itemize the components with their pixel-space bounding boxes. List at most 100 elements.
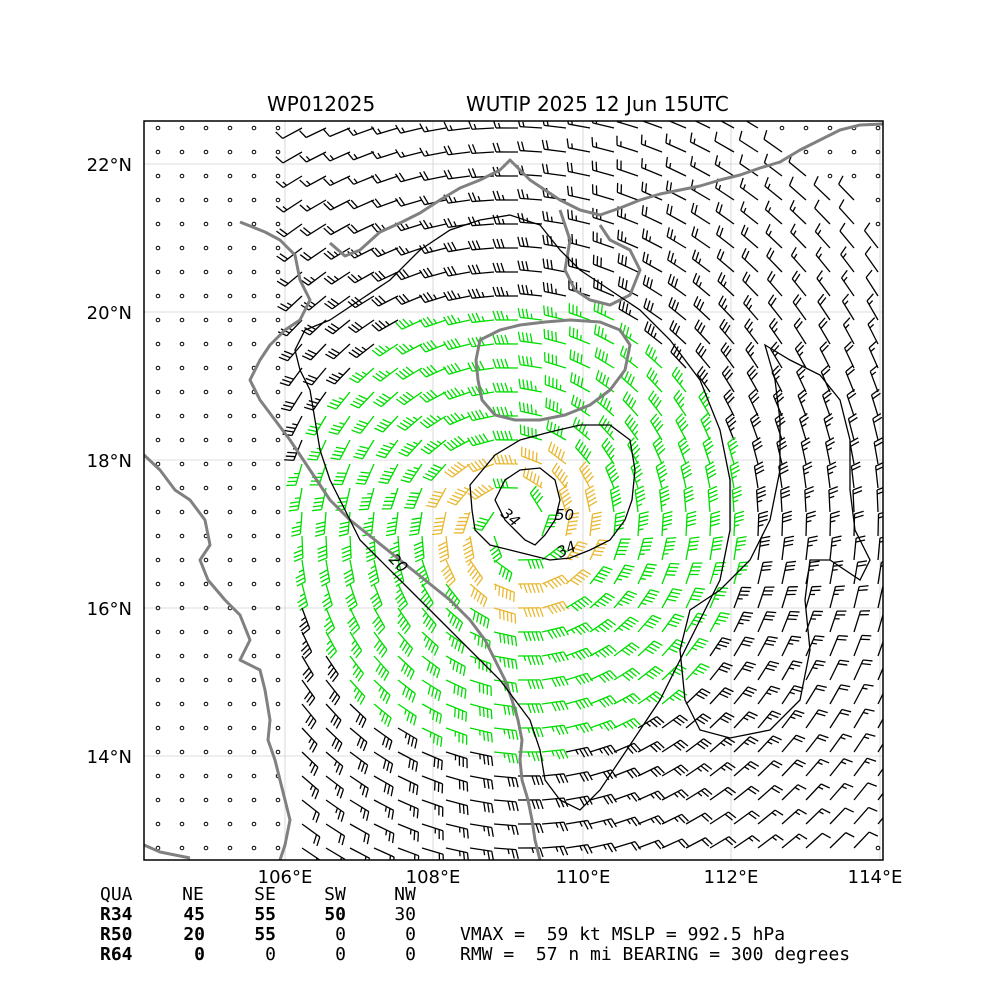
wind-barb: [792, 294, 807, 321]
wind-barb: [594, 347, 615, 369]
wind-barb: [493, 583, 515, 602]
wind-barb: [589, 511, 602, 537]
wind-barb: [677, 436, 691, 465]
wind-barb: [301, 727, 318, 753]
wind-barb: [518, 401, 543, 417]
wind-barb: [328, 415, 351, 435]
storm-name-time-title: WUTIP 2025 12 Jun 15UTC: [466, 92, 729, 116]
calm-wind-marker: [827, 125, 833, 131]
wind-barb: [805, 510, 816, 537]
wind-barb: [325, 799, 345, 822]
calm-wind-marker: [155, 221, 161, 227]
wind-barb: [661, 739, 689, 753]
wind-barb: [781, 784, 807, 801]
wind-barb: [301, 343, 327, 361]
wind-barb: [714, 155, 735, 177]
calm-wind-marker: [227, 221, 233, 227]
calm-wind-marker: [227, 245, 233, 251]
calm-wind-marker: [203, 125, 209, 131]
wind-barb: [781, 510, 792, 537]
wind-barb: [492, 262, 519, 273]
wind-barb: [598, 415, 615, 441]
wind-barb: [853, 560, 868, 585]
wind-barb: [637, 815, 666, 825]
calm-wind-marker: [155, 485, 161, 491]
wind-barb: [445, 823, 469, 839]
calm-wind-marker: [179, 365, 185, 371]
wind-barb: [349, 847, 371, 860]
wind-barb: [517, 331, 543, 345]
contour-34kt: [469, 424, 636, 561]
calm-wind-marker: [203, 317, 209, 323]
wind-barb: [419, 123, 447, 133]
wind-barb: [613, 667, 641, 682]
wind-barb: [589, 793, 618, 805]
wind-barb: [709, 687, 734, 705]
wind-barb: [325, 823, 346, 846]
wind-barb: [781, 833, 808, 849]
wind-barb: [517, 307, 543, 321]
wind-barb: [591, 184, 615, 201]
wind-barb: [685, 837, 713, 849]
wind-barb: [492, 358, 519, 369]
wind-barb: [823, 412, 834, 441]
wind-barb: [805, 734, 829, 753]
wind-barb: [373, 847, 395, 860]
storm-id-title: WP012025: [267, 92, 376, 116]
wind-barb: [589, 669, 617, 683]
wind-barb: [683, 485, 695, 513]
wind-barb: [589, 695, 618, 708]
wind-barb: [877, 612, 883, 633]
wind-barb: [466, 433, 495, 447]
calm-wind-marker: [179, 149, 185, 155]
wind-barb: [675, 413, 689, 441]
wind-barb: [431, 511, 447, 536]
wind-barb: [323, 271, 351, 285]
table-cell: 0: [265, 944, 276, 965]
wind-barb: [300, 631, 313, 659]
wind-barb: [493, 655, 518, 670]
wind-barb: [371, 319, 399, 332]
wind-barb: [293, 535, 304, 562]
wind-barb: [522, 466, 543, 489]
wind-barb: [541, 546, 568, 561]
wind-barb: [716, 225, 735, 249]
coastline-hainan: [474, 318, 632, 422]
wind-barb: [751, 436, 763, 465]
wind-barb: [325, 703, 342, 729]
wind-barb: [467, 409, 495, 422]
border-laos-cambodia: [144, 843, 191, 860]
wind-barb: [685, 738, 712, 753]
wind-barb: [804, 485, 815, 513]
wind-barb: [680, 461, 693, 489]
wind-barb: [794, 341, 807, 369]
wind-barb: [348, 343, 375, 359]
wind-radii-table: QUA NE SE SW NW R34 45 55 50 30 R50 20 5…: [100, 884, 416, 965]
wind-barb: [637, 640, 663, 657]
wind-barb: [698, 389, 711, 417]
wind-barb: [443, 145, 471, 156]
wind-barb: [853, 659, 873, 681]
wind-barb: [325, 343, 351, 360]
table-cell: 20: [183, 924, 205, 945]
calm-wind-marker: [179, 317, 185, 323]
wind-barb: [349, 703, 367, 729]
wind-barb: [355, 463, 375, 485]
calm-wind-marker: [875, 125, 881, 131]
wind-barb: [373, 727, 393, 751]
calm-wind-marker: [875, 149, 881, 155]
calm-wind-marker: [155, 317, 161, 323]
wind-barb: [565, 697, 594, 710]
wind-barb: [493, 847, 519, 859]
wind-barb: [421, 775, 444, 794]
calm-wind-marker: [155, 293, 161, 299]
wind-barb: [661, 510, 673, 537]
wind-barb: [866, 293, 879, 321]
wind-barb: [648, 390, 663, 417]
wind-barb: [301, 751, 319, 777]
wind-barb: [445, 799, 469, 816]
wind-barb: [781, 709, 805, 729]
wind-barb: [742, 271, 759, 297]
wind-barb: [829, 832, 855, 849]
calm-wind-marker: [251, 173, 257, 179]
